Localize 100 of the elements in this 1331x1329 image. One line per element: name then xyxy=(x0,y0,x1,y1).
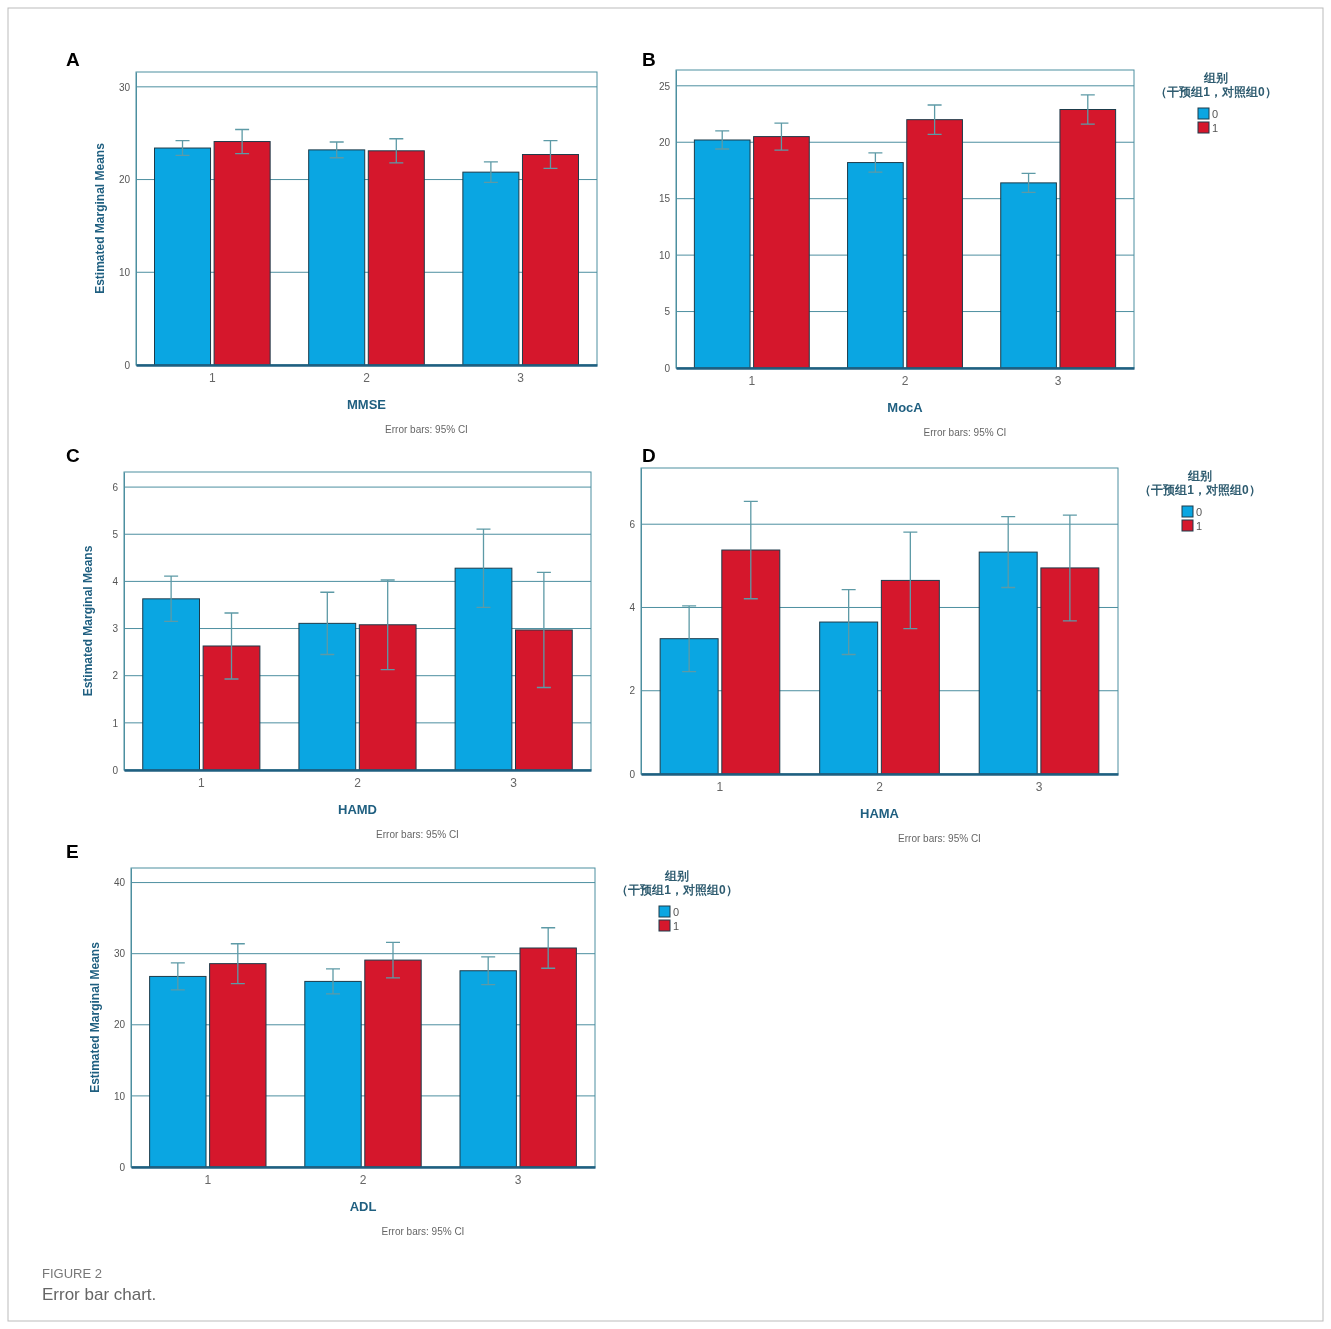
y-tick-label: 6 xyxy=(112,481,119,493)
bar xyxy=(1059,109,1117,369)
y-tick-label: 40 xyxy=(113,877,126,889)
x-tick-label: 2 xyxy=(354,775,362,790)
y-tick-label: 25 xyxy=(658,80,671,92)
y-tick-label: 5 xyxy=(664,306,671,318)
bar xyxy=(364,959,422,1168)
text: Error bars: 95% CI xyxy=(381,1226,465,1237)
chart-title: C xyxy=(66,445,80,466)
bar xyxy=(978,551,1038,775)
legend-label: 1 xyxy=(1212,122,1219,134)
x-tick-label: 2 xyxy=(901,373,909,388)
legend-label: 1 xyxy=(673,920,680,932)
x-tick-label: 1 xyxy=(716,779,724,794)
bar xyxy=(515,629,573,771)
bar xyxy=(693,139,751,369)
y-axis-title: Estimated Marginal Means xyxy=(81,545,95,697)
y-tick-label: 20 xyxy=(118,174,131,186)
x-tick-label: 3 xyxy=(514,1172,522,1187)
x-tick-label: 2 xyxy=(359,1172,367,1187)
y-tick-label: 0 xyxy=(124,359,131,371)
text: Error bars: 95% CI xyxy=(898,833,981,844)
bar xyxy=(819,621,879,775)
y-tick-label: 10 xyxy=(658,249,671,261)
x-tick-label: 3 xyxy=(1035,779,1043,794)
y-tick-label: 20 xyxy=(658,136,671,148)
legend-title: 组别（干预组1，对照组0） xyxy=(1139,469,1261,497)
y-tick-label: 4 xyxy=(629,602,636,614)
text: Error bars: 95% CI xyxy=(923,427,1007,438)
bar xyxy=(454,567,513,771)
x-axis-title: MocA xyxy=(887,400,924,415)
chart-title: E xyxy=(66,841,79,862)
bar xyxy=(880,579,940,775)
y-tick-label: 30 xyxy=(118,81,131,93)
y-axis-title: Estimated Marginal Means xyxy=(88,941,102,1093)
y-tick-label: 4 xyxy=(112,576,119,588)
legend-title: 组别（干预组1，对照组0） xyxy=(1155,71,1277,99)
x-tick-label: 3 xyxy=(1054,373,1062,388)
bar xyxy=(154,147,212,366)
bar xyxy=(149,975,207,1168)
y-tick-label: 1 xyxy=(112,717,119,729)
y-tick-label: 3 xyxy=(112,623,119,635)
x-tick-label: 2 xyxy=(876,779,884,794)
x-axis-title: HAMA xyxy=(860,806,900,821)
bar xyxy=(304,980,362,1168)
y-axis-title: Estimated Marginal Means xyxy=(93,142,107,294)
bar xyxy=(753,136,810,369)
bar xyxy=(213,141,271,366)
y-tick-label: 20 xyxy=(113,1019,126,1031)
x-axis-title: MMSE xyxy=(347,397,387,412)
legend-label: 0 xyxy=(673,906,680,918)
legend-label: 0 xyxy=(1212,108,1219,120)
legend-label: 0 xyxy=(1196,506,1203,518)
y-tick-label: 0 xyxy=(112,764,119,776)
bar xyxy=(521,154,579,366)
bar xyxy=(659,638,719,775)
x-tick-label: 3 xyxy=(517,370,525,385)
bar xyxy=(367,150,425,366)
x-tick-label: 1 xyxy=(204,1172,212,1187)
legend-title: 组别（干预组1，对照组0） xyxy=(616,869,738,897)
y-tick-label: 0 xyxy=(629,768,636,780)
bar xyxy=(298,622,357,771)
x-tick-label: 1 xyxy=(197,775,205,790)
chart-title: D xyxy=(642,445,656,466)
x-tick-label: 1 xyxy=(208,370,216,385)
chart-title: B xyxy=(642,49,656,70)
bar xyxy=(209,963,267,1168)
y-tick-label: 10 xyxy=(113,1090,126,1102)
x-axis-title: HAMD xyxy=(338,802,377,817)
bar xyxy=(847,162,904,369)
y-tick-label: 10 xyxy=(118,266,131,278)
caption: FIGURE 2 xyxy=(42,1266,102,1281)
y-tick-label: 2 xyxy=(629,685,636,697)
bar xyxy=(308,149,366,366)
chart-title: A xyxy=(66,49,80,70)
x-axis-title: ADL xyxy=(349,1199,377,1214)
bar xyxy=(906,119,963,369)
bar xyxy=(721,549,781,775)
x-tick-label: 3 xyxy=(510,775,518,790)
bar xyxy=(358,624,417,771)
bar xyxy=(1040,567,1100,775)
bar xyxy=(1000,182,1057,369)
bar xyxy=(462,171,520,366)
y-tick-label: 15 xyxy=(658,193,671,205)
bar xyxy=(142,598,200,771)
y-tick-label: 5 xyxy=(112,528,119,540)
legend-label: 1 xyxy=(1196,520,1203,532)
bar xyxy=(202,645,261,771)
bar xyxy=(459,970,517,1168)
y-tick-label: 6 xyxy=(629,518,636,530)
bar xyxy=(519,947,577,1168)
y-tick-label: 0 xyxy=(664,362,671,374)
text: Error bars: 95% CI xyxy=(376,829,459,840)
y-tick-label: 0 xyxy=(119,1161,126,1173)
y-tick-label: 30 xyxy=(113,948,126,960)
y-tick-label: 2 xyxy=(112,670,119,682)
text: Error bars: 95% CI xyxy=(385,424,468,435)
x-tick-label: 2 xyxy=(363,370,371,385)
text: Error bar chart. xyxy=(42,1285,157,1304)
x-tick-label: 1 xyxy=(748,373,756,388)
